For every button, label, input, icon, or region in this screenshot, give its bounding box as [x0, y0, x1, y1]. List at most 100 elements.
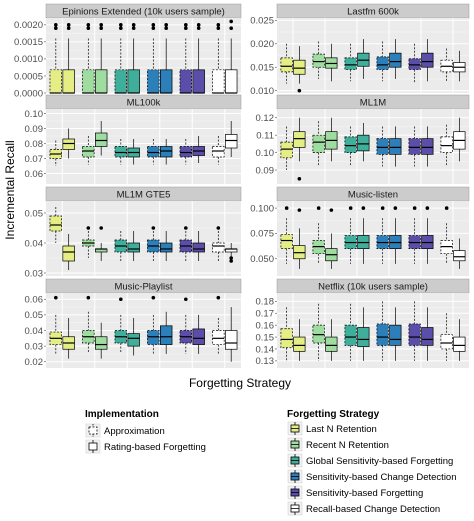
box-outlier: [229, 256, 233, 260]
box-2-approximation: [312, 41, 325, 79]
box-6-approximation: [212, 226, 225, 261]
box-body: [357, 134, 370, 152]
box-5-rating-based: [192, 231, 205, 261]
panel-strip-title: Epinions Extended (10k users sample): [62, 7, 225, 18]
box-outlier: [151, 226, 156, 230]
y-tick-label: 0.0020: [14, 20, 43, 31]
y-tick-label: 0.06: [25, 169, 44, 180]
y-tick-label: 0.0005: [14, 71, 43, 82]
box-outlier: [99, 226, 103, 230]
box-outlier: [196, 23, 201, 27]
box-body: [62, 138, 75, 150]
box-body: [94, 336, 108, 350]
box-body: [421, 327, 434, 346]
box-body: [82, 69, 95, 94]
y-axis-title: Incremental Recall: [3, 140, 17, 239]
box-5-rating-based: [192, 136, 205, 163]
strategy-legend-keys: Last N Retention Recent N Retention Global…: [287, 421, 457, 516]
y-tick-label: 0.09: [256, 165, 275, 176]
box-6-approximation: [440, 124, 453, 167]
y-tick-label: 0.10: [25, 109, 44, 120]
box-body: [389, 52, 402, 68]
box-4-approximation: [376, 301, 389, 361]
box-outlier: [54, 26, 58, 31]
box-outlier: [412, 206, 417, 210]
box-outlier: [316, 206, 321, 210]
box-body: [192, 328, 205, 345]
box-body: [376, 323, 389, 346]
box-3-approximation: [344, 206, 357, 264]
box-outlier: [86, 26, 91, 31]
box-3-approximation: [344, 303, 357, 361]
legend-key-strategy-4: Sensitivity-based Change Detection: [287, 469, 457, 484]
box-3-rating-based: [357, 206, 370, 264]
box-2-approximation: [82, 136, 95, 165]
panel-strip-title: Music-listen: [348, 190, 398, 201]
box-body: [280, 57, 293, 73]
y-tick-label: 0.05: [25, 208, 44, 219]
box-body: [280, 141, 293, 159]
box-outlier: [151, 23, 156, 27]
y-tick-label: 0.09: [25, 124, 44, 135]
y-tick-label: 0.010: [250, 86, 274, 97]
y-tick-label: 0.0015: [14, 37, 43, 48]
box-outlier: [164, 23, 168, 27]
legend-key-strategy-6: Recall-based Change Detection: [287, 501, 440, 516]
box-body: [440, 334, 453, 350]
box-body: [127, 69, 140, 94]
box-outlier: [86, 23, 91, 27]
box-body: [344, 324, 357, 346]
y-tick-label: 0.03: [25, 341, 44, 352]
box-body: [147, 146, 160, 158]
box-3-rating-based: [127, 139, 140, 165]
legend-key-strategy-1: Last N Retention: [287, 421, 377, 436]
box-body: [293, 131, 306, 148]
box-outlier: [54, 23, 58, 27]
box-5-approximation: [179, 139, 193, 165]
box-body: [224, 69, 238, 94]
box-outlier: [361, 206, 366, 210]
box-6-approximation: [440, 206, 453, 264]
legend-label-implementation: Approximation: [104, 426, 165, 437]
box-5-approximation: [408, 126, 421, 167]
box-outlier: [425, 206, 430, 210]
box-5-approximation: [408, 301, 421, 361]
box-body: [344, 136, 357, 153]
y-tick-label: 0.020: [250, 39, 274, 50]
box-1-approximation: [49, 295, 63, 354]
box-4-approximation: [376, 206, 389, 264]
box-outlier: [54, 295, 58, 300]
box-outlier: [184, 226, 188, 230]
box-4-rating-based: [159, 23, 173, 94]
panel-plot-background: [277, 293, 469, 368]
box-body: [224, 330, 238, 350]
box-1-approximation: [280, 43, 293, 84]
box-4-rating-based: [159, 139, 173, 165]
panel-strip-title: Music-Playlist: [114, 282, 172, 293]
box-4-approximation: [147, 295, 160, 354]
box-4-rating-based: [159, 311, 173, 354]
legend-label-strategy: Global Sensitivity-based Forgetting: [306, 456, 453, 467]
box-body: [49, 69, 63, 94]
box-outlier: [99, 26, 103, 31]
box-body: [82, 146, 95, 158]
box-3-rating-based: [127, 318, 140, 356]
box-body: [224, 134, 238, 149]
y-tick-label: 0.100: [250, 203, 274, 214]
box-6-rating-based: [453, 319, 466, 361]
legend-key-implementation-2: Rating-based Forgetting: [85, 439, 206, 454]
box-body: [94, 132, 108, 147]
legend-label-strategy: Recent N Retention: [306, 440, 389, 451]
box-1-rating-based: [293, 117, 306, 181]
box-2-approximation: [312, 121, 325, 167]
box-body: [408, 138, 421, 155]
box-2-rating-based: [94, 322, 108, 359]
panel-plot-background: [46, 109, 241, 184]
box-body: [421, 52, 434, 68]
box-1-rating-based: [293, 208, 306, 269]
box-4-approximation: [376, 41, 389, 82]
legend-label-strategy: Recall-based Change Detection: [306, 504, 440, 515]
box-5-approximation: [408, 43, 421, 84]
legend-title-strategy: Forgetting Strategy: [287, 409, 380, 420]
box-outlier: [216, 226, 221, 230]
